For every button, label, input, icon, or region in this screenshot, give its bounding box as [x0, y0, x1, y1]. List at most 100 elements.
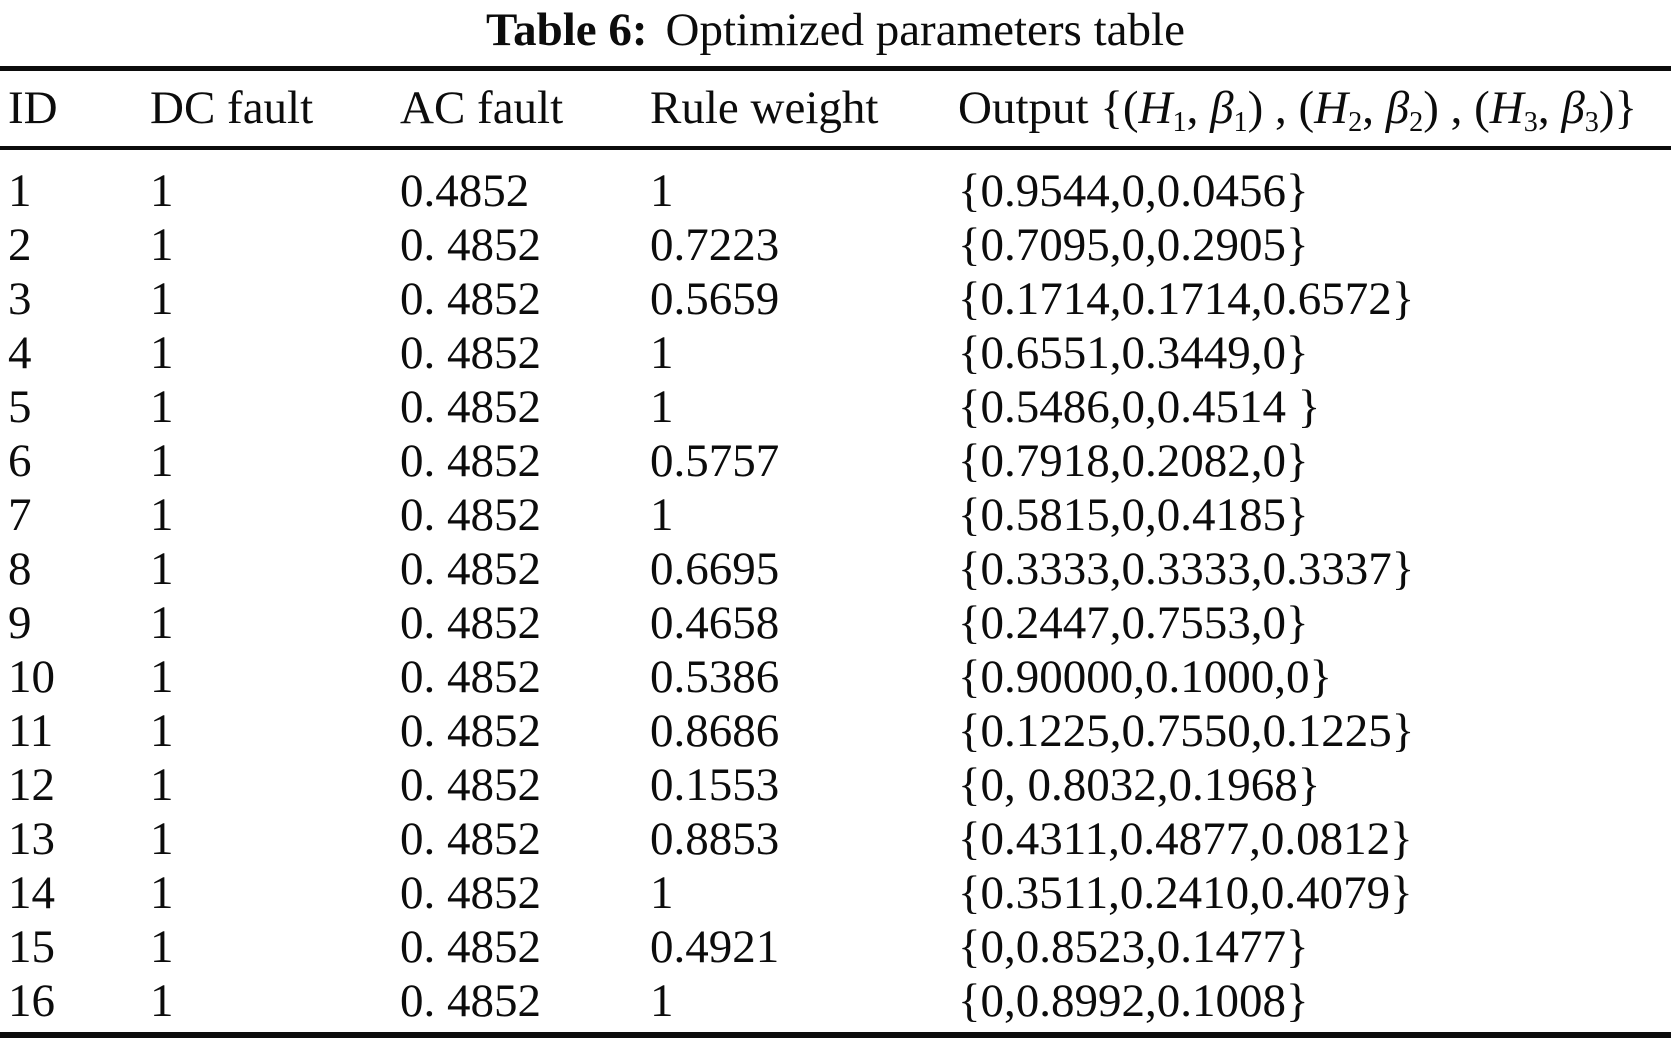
caption-label: Table 6: [486, 4, 648, 56]
cell-id: 7 [8, 488, 32, 541]
table-row: 16 1 0. 4852 1 {0,0.8992,0.1008} [0, 974, 1671, 1028]
output-header-sub-1: 1 [1172, 106, 1187, 138]
table-row: 6 1 0. 4852 0.5757 {0.7918,0.2082,0} [0, 434, 1671, 488]
output-header-var-beta: β [1561, 82, 1585, 134]
cell-output: {0.3511,0.2410,0.4079} [958, 866, 1413, 919]
table-body: 1 1 0.4852 1 {0.9544,0,0.0456} 2 1 0. 48… [0, 150, 1671, 1028]
cell-rule-weight: 1 [650, 380, 674, 433]
cell-id: 12 [8, 758, 55, 811]
cell-output: {0.5486,0,0.4514 } [958, 380, 1321, 433]
table-row: 7 1 0. 4852 1 {0.5815,0,0.4185} [0, 488, 1671, 542]
cell-id: 9 [8, 596, 32, 649]
cell-dc-fault: 1 [150, 434, 174, 487]
column-header-id: ID [8, 82, 58, 134]
output-header-var-h: H [1314, 82, 1349, 134]
cell-output: {0, 0.8032,0.1968} [958, 758, 1321, 811]
table-row: 15 1 0. 4852 0.4921 {0,0.8523,0.1477} [0, 920, 1671, 974]
cell-rule-weight: 1 [650, 164, 674, 217]
cell-ac-fault: 0. 4852 [400, 920, 541, 973]
column-header-ac-fault: AC fault [400, 82, 564, 134]
column-header-output: Output {(H1, β1) , (H2, β2) , (H3, β3)} [958, 82, 1671, 137]
cell-id: 5 [8, 380, 32, 433]
output-header-comma: , [1537, 82, 1562, 134]
table-row: 12 1 0. 4852 0.1553 {0, 0.8032,0.1968} [0, 758, 1671, 812]
output-header-separator: ) , ( [1247, 82, 1315, 134]
output-header-sub-3: 3 [1584, 106, 1599, 138]
cell-id: 16 [8, 974, 55, 1027]
cell-dc-fault: 1 [150, 218, 174, 271]
cell-id: 6 [8, 434, 32, 487]
cell-rule-weight: 0.5386 [650, 650, 780, 703]
cell-dc-fault: 1 [150, 596, 174, 649]
column-header-dc-fault: DC fault [150, 82, 314, 134]
column-header-rule-weight: Rule weight [650, 82, 879, 134]
cell-ac-fault: 0. 4852 [400, 758, 541, 811]
output-header-sub-1: 1 [1233, 106, 1248, 138]
cell-output: {0,0.8523,0.1477} [958, 920, 1309, 973]
cell-ac-fault: 0. 4852 [400, 542, 541, 595]
cell-dc-fault: 1 [150, 164, 174, 217]
output-header-open: {( [1088, 82, 1139, 134]
cell-ac-fault: 0.4852 [400, 164, 530, 217]
cell-id: 4 [8, 326, 32, 379]
cell-ac-fault: 0. 4852 [400, 650, 541, 703]
cell-id: 13 [8, 812, 55, 865]
cell-rule-weight: 1 [650, 326, 674, 379]
cell-rule-weight: 0.8853 [650, 812, 780, 865]
table-header-rule [0, 146, 1671, 150]
cell-output: {0.4311,0.4877,0.0812} [958, 812, 1413, 865]
table-row: 1 1 0.4852 1 {0.9544,0,0.0456} [0, 164, 1671, 218]
table-row: 9 1 0. 4852 0.4658 {0.2447,0.7553,0} [0, 596, 1671, 650]
cell-rule-weight: 0.5757 [650, 434, 780, 487]
cell-ac-fault: 0. 4852 [400, 272, 541, 325]
table-row: 11 1 0. 4852 0.8686 {0.1225,0.7550,0.122… [0, 704, 1671, 758]
cell-rule-weight: 1 [650, 866, 674, 919]
cell-ac-fault: 0. 4852 [400, 812, 541, 865]
cell-output: {0.7095,0,0.2905} [958, 218, 1309, 271]
cell-id: 15 [8, 920, 55, 973]
output-header-close: )} [1598, 82, 1638, 134]
table-header-row: ID DC fault AC fault Rule weight Output … [0, 71, 1671, 146]
output-header-separator: ) , ( [1423, 82, 1490, 134]
caption-text: Optimized parameters table [665, 4, 1185, 56]
cell-rule-weight: 0.7223 [650, 218, 780, 271]
table-row: 4 1 0. 4852 1 {0.6551,0.3449,0} [0, 326, 1671, 380]
output-header-sub-3: 3 [1523, 106, 1538, 138]
output-header-var-beta: β [1385, 82, 1410, 134]
cell-ac-fault: 0. 4852 [400, 704, 541, 757]
cell-output: {0.7918,0.2082,0} [958, 434, 1309, 487]
cell-dc-fault: 1 [150, 704, 174, 757]
output-header-var-beta: β [1210, 82, 1234, 134]
table-top-rule [0, 66, 1671, 71]
table-row: 14 1 0. 4852 1 {0.3511,0.2410,0.4079} [0, 866, 1671, 920]
cell-output: {0.6551,0.3449,0} [958, 326, 1309, 379]
output-header-sub-2: 2 [1409, 106, 1424, 138]
cell-output: {0,0.8992,0.1008} [958, 974, 1309, 1027]
cell-id: 3 [8, 272, 32, 325]
output-header-label: Output [958, 82, 1089, 134]
cell-output: {0.1714,0.1714,0.6572} [958, 272, 1415, 325]
cell-rule-weight: 0.8686 [650, 704, 780, 757]
cell-dc-fault: 1 [150, 326, 174, 379]
cell-output: {0.1225,0.7550,0.1225} [958, 704, 1415, 757]
cell-ac-fault: 0. 4852 [400, 866, 541, 919]
cell-id: 10 [8, 650, 55, 703]
cell-rule-weight: 1 [650, 974, 674, 1027]
cell-output: {0.90000,0.1000,0} [958, 650, 1333, 703]
cell-rule-weight: 1 [650, 488, 674, 541]
cell-dc-fault: 1 [150, 650, 174, 703]
output-header-var-h: H [1138, 82, 1173, 134]
cell-output: {0.3333,0.3333,0.3337} [958, 542, 1415, 595]
table-caption: Table 6: Optimized parameters table [0, 4, 1671, 57]
cell-id: 1 [8, 164, 32, 217]
cell-id: 8 [8, 542, 32, 595]
cell-dc-fault: 1 [150, 380, 174, 433]
table-row: 5 1 0. 4852 1 {0.5486,0,0.4514 } [0, 380, 1671, 434]
cell-rule-weight: 0.4921 [650, 920, 780, 973]
cell-rule-weight: 0.4658 [650, 596, 780, 649]
cell-ac-fault: 0. 4852 [400, 488, 541, 541]
table-row: 10 1 0. 4852 0.5386 {0.90000,0.1000,0} [0, 650, 1671, 704]
output-header-var-h: H [1489, 82, 1524, 134]
cell-dc-fault: 1 [150, 920, 174, 973]
